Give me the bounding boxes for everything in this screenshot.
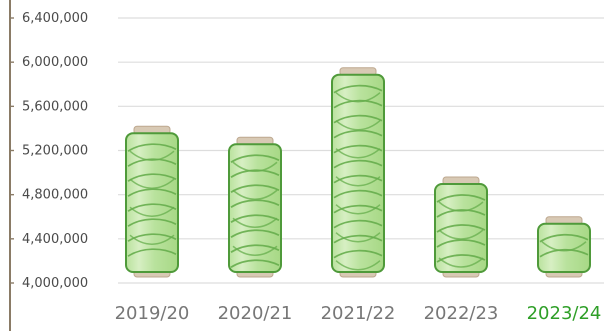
thread-cross-line xyxy=(335,260,381,271)
y-tick-label: 6,000,000 xyxy=(22,55,88,70)
bars xyxy=(125,67,591,278)
thread-line xyxy=(333,159,383,169)
y-tick-label: 4,000,000 xyxy=(22,276,88,291)
thread-line xyxy=(436,239,486,248)
y-tick-label: 5,600,000 xyxy=(22,99,88,114)
thread-line xyxy=(539,248,589,258)
thread-cross-line xyxy=(232,217,278,228)
thread-cross-line xyxy=(232,161,278,172)
thread-line xyxy=(333,99,383,109)
thread-line xyxy=(127,248,177,257)
y-axis-labels: 4,000,000 4,400,000 4,800,000 5,200,000 5,60… xyxy=(22,11,88,291)
grid-lines xyxy=(10,17,604,284)
thread-line xyxy=(230,154,280,163)
thread-line xyxy=(127,233,177,242)
thread-cross-line xyxy=(129,206,175,217)
spool-bar xyxy=(331,67,385,278)
thread-line xyxy=(333,129,383,139)
thread-line xyxy=(230,229,280,238)
spool-bar xyxy=(537,216,591,278)
thread-cross-line xyxy=(438,201,484,212)
y-tick-label: 4,400,000 xyxy=(22,232,88,247)
thread-cross-line xyxy=(335,120,381,131)
thread-line xyxy=(333,174,383,184)
spool-bar xyxy=(228,136,282,278)
spool-body xyxy=(125,132,179,273)
y-tick-label: 6,400,000 xyxy=(22,11,88,26)
thread-line xyxy=(230,244,280,253)
thread-line xyxy=(333,249,383,259)
y-tick-label: 5,200,000 xyxy=(22,144,88,159)
thread-line xyxy=(127,173,177,182)
thread-line xyxy=(333,114,383,124)
thread-line xyxy=(127,143,177,152)
thread-cross-line xyxy=(335,204,381,215)
thread-line xyxy=(333,189,383,199)
thread-cross-line xyxy=(335,176,381,187)
x-tick-label: 2022/23 xyxy=(424,303,499,324)
thread-line xyxy=(333,219,383,229)
y-tick-label: 4,800,000 xyxy=(22,188,88,203)
thread-line xyxy=(127,188,177,197)
x-tick-label: 2021/22 xyxy=(321,303,396,324)
thread-line xyxy=(230,199,280,208)
thread-line xyxy=(127,158,177,167)
thread-line xyxy=(436,209,486,218)
thread-cross-line xyxy=(541,241,587,252)
thread-cross-line xyxy=(335,148,381,159)
thread-line xyxy=(127,218,177,227)
thread-line xyxy=(230,184,280,193)
thread-cross-line xyxy=(232,189,278,200)
thread-cross-line xyxy=(129,150,175,161)
thread-cross-line xyxy=(438,257,484,268)
thread-cross-line xyxy=(129,178,175,189)
spool-body xyxy=(434,183,488,273)
x-axis-labels: 2019/20 2020/21 2021/22 2022/23 2023/24 xyxy=(115,303,602,324)
x-tick-label: 2019/20 xyxy=(115,303,190,324)
spool-body xyxy=(537,222,591,273)
thread-line xyxy=(333,84,383,94)
thread-cross-line xyxy=(335,232,381,243)
thread-cross-line xyxy=(129,234,175,245)
thread-cross-line xyxy=(232,245,278,256)
thread-line xyxy=(333,234,383,244)
x-tick-label: 2020/21 xyxy=(218,303,293,324)
spool-bar xyxy=(125,125,179,278)
thread-line xyxy=(539,233,589,243)
thread-cross-line xyxy=(335,92,381,103)
thread-line xyxy=(436,224,486,233)
thread-line xyxy=(230,259,280,268)
x-tick-label-highlighted: 2023/24 xyxy=(527,303,602,324)
thread-line xyxy=(333,204,383,214)
thread-line xyxy=(436,194,486,203)
thread-line xyxy=(230,169,280,178)
thread-cross-line xyxy=(438,229,484,240)
spool-bar xyxy=(434,176,488,278)
spool-body xyxy=(228,143,282,273)
